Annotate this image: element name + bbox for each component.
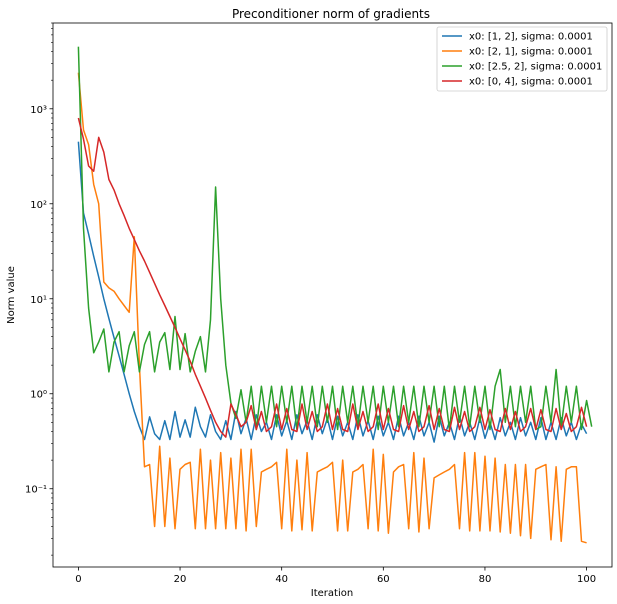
x-tick-label: 60 [377,574,390,585]
y-axis-label: Norm value [6,266,17,324]
y-tick-label: 10⁻¹ [25,485,47,496]
x-tick-label: 40 [275,574,288,585]
axes-layer: 0 20 40 60 80 100 10⁻¹ 10⁰ 10¹ 10² 10³ [25,22,596,585]
x-tick-label: 80 [479,574,492,585]
series-layer [77,46,593,544]
y-tick-label: 10³ [30,105,47,116]
legend-label-0: x0: [1, 2], sigma: 0.0001 [469,32,593,43]
series-line-3 [77,117,588,438]
legend-label-2: x0: [2.5, 2], sigma: 0.0001 [469,62,602,73]
y-tick-label: 10² [30,200,47,211]
series-line-1 [77,72,587,544]
y-tick-label: 10¹ [30,295,47,306]
series-line-2 [77,46,593,431]
x-tick-label: 100 [577,574,596,585]
legend: x0: [1, 2], sigma: 0.0001 x0: [2, 1], sig… [436,26,608,92]
legend-label-1: x0: [2, 1], sigma: 0.0001 [469,47,593,58]
legend-box [436,26,608,92]
x-tick-label: 20 [174,574,187,585]
plot-area-frame [52,22,613,568]
y-tick-label: 10⁰ [30,390,47,401]
x-tick-label: 0 [75,574,81,585]
chart-title: Preconditioner norm of gradients [232,7,430,21]
x-axis-label: Iteration [311,588,353,599]
legend-label-3: x0: [0, 4], sigma: 0.0001 [469,77,593,88]
